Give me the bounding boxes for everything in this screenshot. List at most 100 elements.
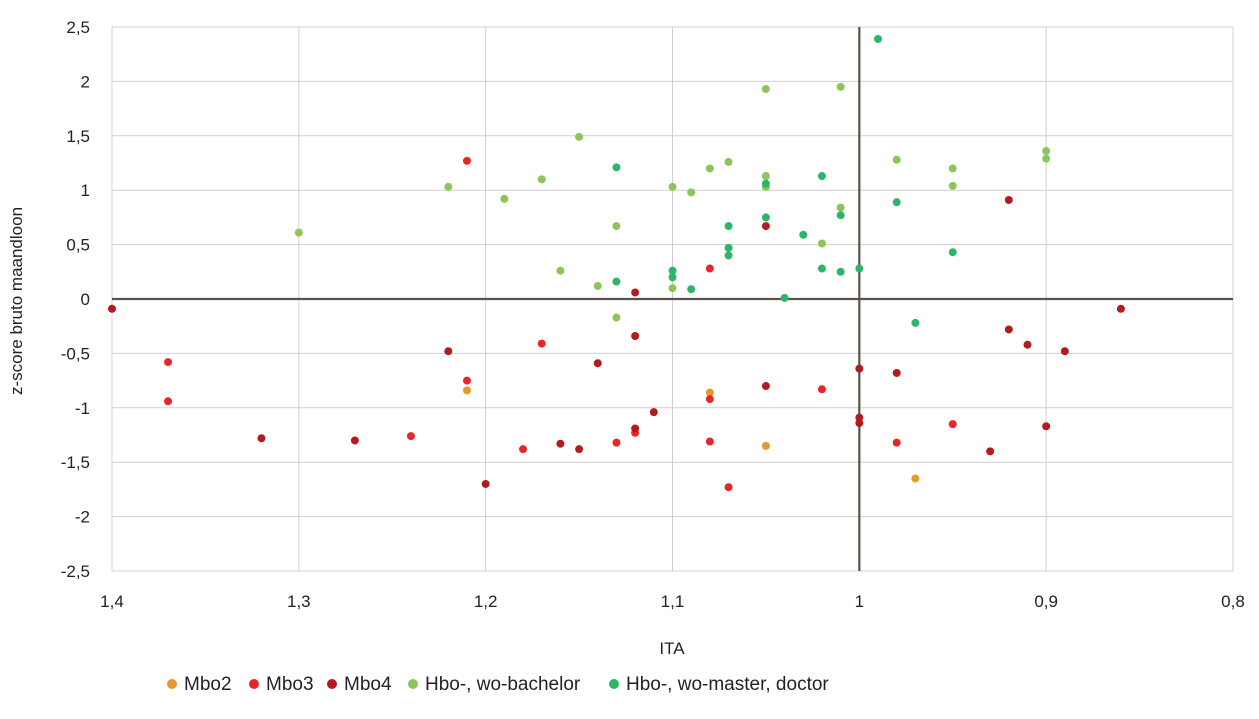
- data-point-hbo-wo-master-doctor: [612, 163, 621, 172]
- data-point-hbo-wo-master-doctor: [892, 198, 901, 207]
- legend-label: Mbo4: [344, 674, 392, 695]
- data-point-mbo3: [537, 339, 546, 348]
- data-point-hbo-wo-bachelor: [612, 222, 621, 231]
- data-point-mbo3: [462, 376, 471, 385]
- y-tick-label: 1,5: [66, 127, 90, 146]
- data-point-mbo3: [705, 395, 714, 404]
- x-axis-title: ITA: [659, 639, 685, 658]
- data-point-hbo-wo-master-doctor: [687, 285, 696, 294]
- data-point-mbo4: [1042, 422, 1051, 431]
- axes: [112, 27, 1233, 571]
- y-tick-label: -0,5: [61, 344, 90, 363]
- data-point-hbo-wo-master-doctor: [612, 277, 621, 286]
- y-tick-label: 2,5: [66, 18, 90, 37]
- legend-label: Mbo2: [184, 674, 232, 695]
- y-tick-label: -2,5: [61, 562, 90, 581]
- y-tick-label: 0,5: [66, 236, 90, 255]
- legend-label: Hbo-, wo-master, doctor: [626, 674, 829, 695]
- data-point-hbo-wo-bachelor: [1042, 147, 1051, 156]
- data-point-hbo-wo-bachelor: [556, 266, 565, 275]
- data-point-hbo-wo-master-doctor: [836, 211, 845, 220]
- data-point-hbo-wo-master-doctor: [761, 179, 770, 188]
- data-point-hbo-wo-bachelor: [948, 164, 957, 173]
- data-point-mbo3: [164, 358, 173, 367]
- data-point-mbo2: [705, 388, 714, 397]
- data-point-mbo4: [556, 439, 565, 448]
- legend-item-hbo-wo-bachelor: Hbo-, wo-bachelor: [408, 674, 581, 695]
- data-point-hbo-wo-master-doctor: [761, 213, 770, 222]
- data-point-hbo-wo-master-doctor: [724, 243, 733, 252]
- x-tick-labels: 1,4 1,3 1,2 1,1 1 0,9 0,8: [100, 592, 1245, 611]
- legend-item-mbo3: Mbo3: [249, 674, 314, 695]
- data-point-mbo4: [1116, 304, 1125, 313]
- data-point-mbo4: [108, 304, 116, 313]
- x-tick-label: 0,8: [1221, 592, 1245, 611]
- legend-marker: [327, 679, 337, 689]
- data-point-hbo-wo-master-doctor: [855, 264, 864, 273]
- data-point-hbo-wo-bachelor: [668, 182, 677, 191]
- data-point-hbo-wo-bachelor: [761, 85, 770, 94]
- data-point-mbo4: [575, 445, 584, 454]
- x-tick-label: 1,3: [287, 592, 311, 611]
- data-point-mbo4: [986, 447, 995, 456]
- data-point-mbo4: [1060, 347, 1069, 356]
- data-point-hbo-wo-master-doctor: [874, 34, 883, 43]
- x-tick-label: 1: [855, 592, 864, 611]
- data-point-mbo4: [444, 347, 453, 356]
- data-point-mbo4: [631, 288, 640, 297]
- data-point-hbo-wo-bachelor: [948, 181, 957, 190]
- data-point-mbo3: [462, 156, 471, 165]
- data-point-hbo-wo-master-doctor: [948, 248, 957, 257]
- data-point-hbo-wo-bachelor: [705, 164, 714, 173]
- data-point-mbo3: [724, 483, 733, 492]
- legend-item-mbo4: Mbo4: [327, 674, 392, 695]
- data-point-mbo4: [481, 479, 490, 488]
- data-point-hbo-wo-master-doctor: [817, 172, 826, 181]
- data-point-hbo-wo-master-doctor: [724, 251, 733, 260]
- data-point-hbo-wo-master-doctor: [817, 264, 826, 273]
- data-point-hbo-wo-bachelor: [761, 172, 770, 181]
- data-point-mbo4: [631, 424, 640, 433]
- data-point-mbo3: [406, 432, 415, 441]
- data-point-mbo2: [761, 441, 770, 450]
- data-point-mbo3: [164, 397, 173, 406]
- data-point-hbo-wo-master-doctor: [724, 222, 733, 231]
- y-tick-label: -1,5: [61, 453, 90, 472]
- data-point-mbo4: [1004, 195, 1013, 204]
- x-tick-label: 0,9: [1034, 592, 1058, 611]
- legend-marker: [249, 679, 259, 689]
- data-point-mbo2: [462, 386, 471, 395]
- data-point-hbo-wo-bachelor: [836, 203, 845, 212]
- data-point-hbo-wo-bachelor: [836, 82, 845, 91]
- data-point-hbo-wo-bachelor: [1042, 154, 1051, 163]
- data-point-mbo4: [892, 368, 901, 377]
- legend-marker: [167, 679, 177, 689]
- data-point-mbo4: [649, 408, 658, 417]
- data-point-hbo-wo-master-doctor: [780, 293, 789, 302]
- data-point-hbo-wo-bachelor: [444, 182, 453, 191]
- data-point-mbo3: [519, 445, 528, 454]
- data-point-hbo-wo-bachelor: [294, 228, 303, 237]
- data-point-mbo4: [855, 364, 864, 373]
- data-point-mbo4: [855, 419, 864, 428]
- x-tick-label: 1,1: [661, 592, 685, 611]
- data-point-hbo-wo-bachelor: [892, 155, 901, 164]
- y-tick-label: 1: [81, 181, 90, 200]
- legend-label: Hbo-, wo-bachelor: [425, 674, 581, 695]
- x-tick-label: 1,2: [474, 592, 498, 611]
- data-point-mbo3: [612, 438, 621, 447]
- x-tick-label: 1,4: [100, 592, 124, 611]
- data-point-mbo3: [892, 438, 901, 447]
- data-point-hbo-wo-bachelor: [537, 175, 546, 184]
- data-point-mbo4: [350, 436, 359, 445]
- data-point-mbo4: [593, 359, 602, 368]
- data-point-hbo-wo-bachelor: [817, 239, 826, 248]
- legend-item-mbo2: Mbo2: [167, 674, 232, 695]
- data-point-mbo4: [761, 222, 770, 231]
- data-point-mbo3: [705, 264, 714, 273]
- data-point-mbo4: [1004, 325, 1013, 334]
- y-tick-label: 0: [81, 290, 90, 309]
- data-point-hbo-wo-master-doctor: [668, 273, 677, 282]
- y-tick-label: -1: [75, 399, 90, 418]
- data-point-hbo-wo-bachelor: [612, 313, 621, 322]
